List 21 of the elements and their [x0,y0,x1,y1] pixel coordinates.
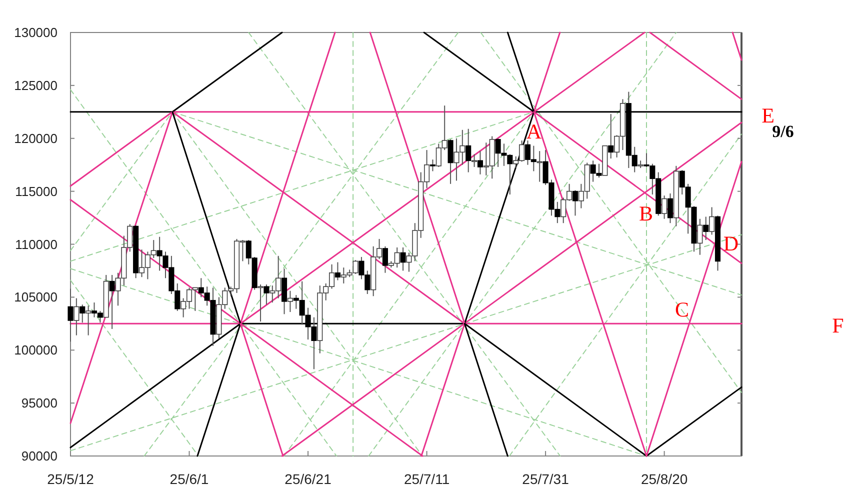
annotation: C [674,297,690,322]
y-tick-label: 110000 [15,236,58,252]
x-tick-label: 25/8/20 [640,471,688,487]
text: 9/6 [772,122,794,141]
y-tick-label: 90000 [21,448,58,464]
x-tick-label: 25/6/21 [284,471,332,487]
x-tick-label: 25/7/31 [522,471,570,487]
y-tick-label: 120000 [14,130,58,146]
x-tick-label: 25/5/12 [47,471,94,487]
annotation: D [723,231,739,256]
y-tick-label: 100000 [14,342,58,358]
y-tick-label: 125000 [14,78,58,93]
text: E [762,103,774,128]
x-tick-label: 25/7/11 [404,471,450,487]
annotation: B [638,201,654,226]
y-tick-label: 130000 [14,25,58,40]
y-tick-label: 95000 [21,396,58,411]
y-tick-label: 105000 [14,290,58,305]
text: F [832,313,844,338]
y-tick-label: 115000 [15,184,58,199]
x-tick-label: 25/6/1 [170,471,209,487]
